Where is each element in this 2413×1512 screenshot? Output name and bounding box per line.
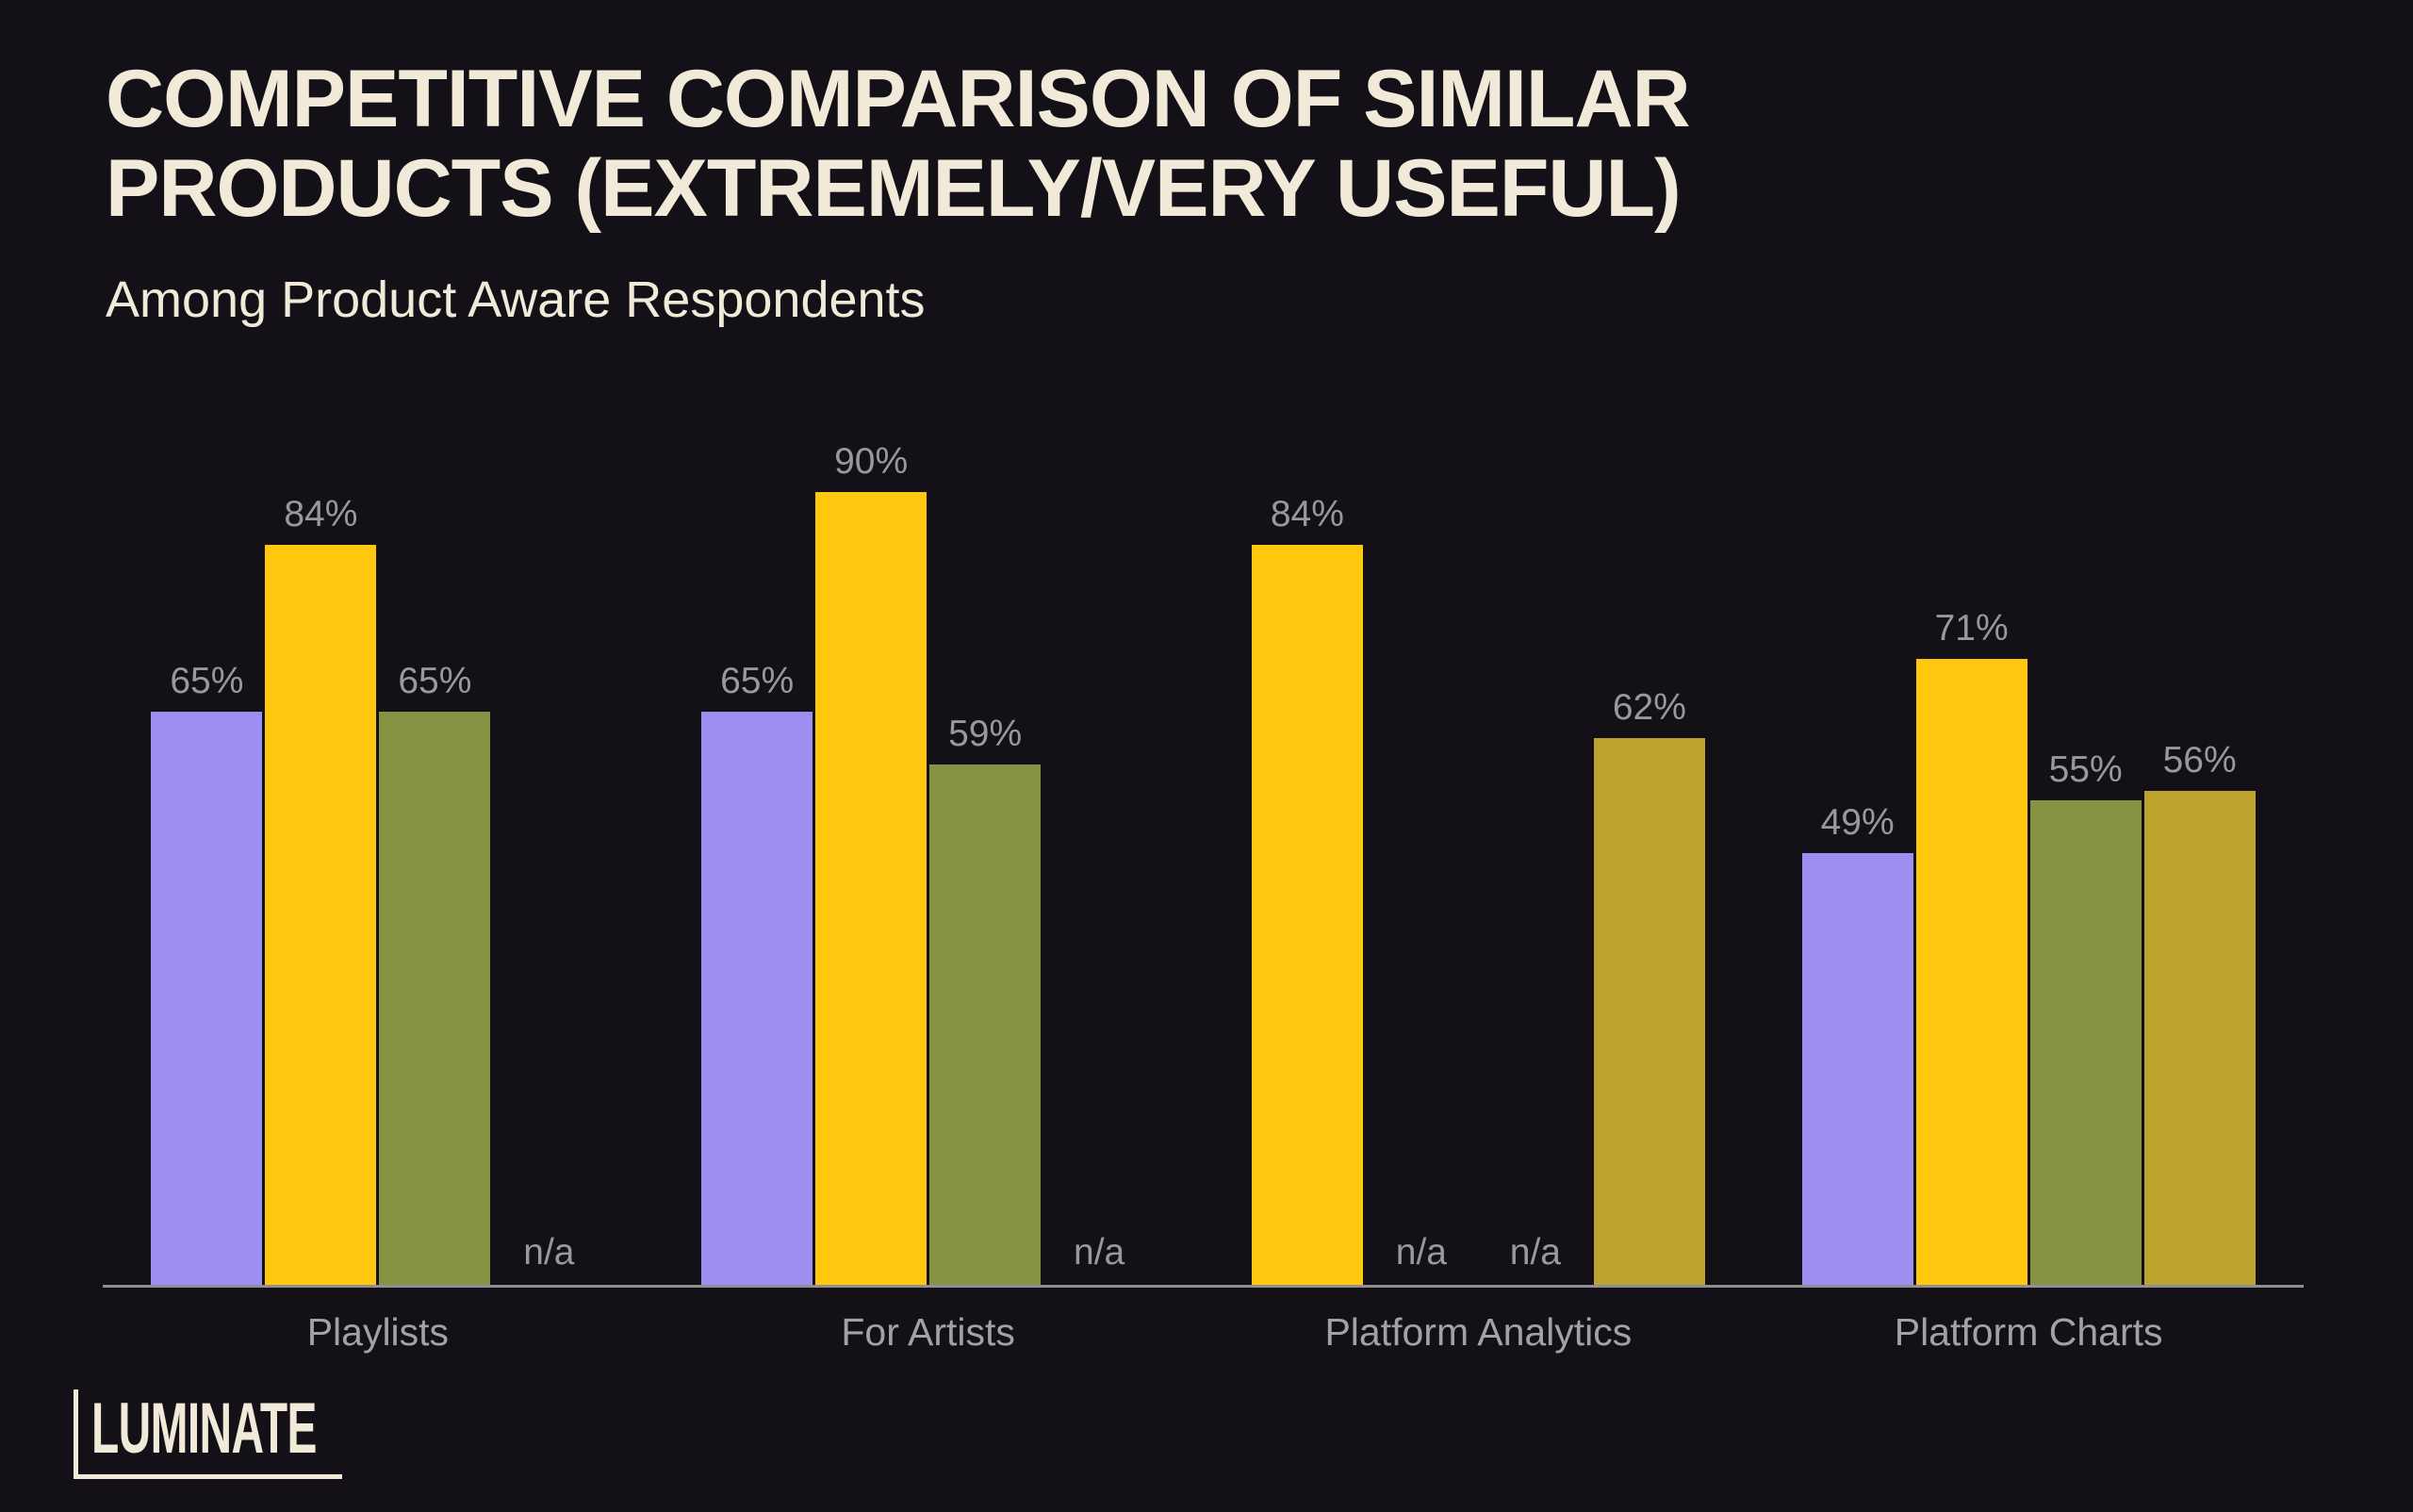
bar-value-label: 59% bbox=[948, 714, 1023, 755]
bar-chart: 65% 84% 65% n/a 65% 90% 59% n/a 84% n/a n/a 62% 49% 7… bbox=[103, 399, 2304, 1355]
bar-yellow bbox=[815, 491, 927, 1285]
bar-group-playlists: 65% 84% 65% n/a bbox=[103, 399, 653, 1285]
bar-slot: n/a bbox=[1043, 1232, 1155, 1285]
bar-slot: 59% bbox=[929, 714, 1042, 1285]
bar-slot: 65% bbox=[151, 661, 263, 1285]
bar-group-platform-charts: 49% 71% 55% 56% bbox=[1753, 399, 2304, 1285]
bar-value-label: 65% bbox=[170, 661, 244, 702]
category-label-playlists: Playlists bbox=[306, 1310, 450, 1354]
bar-slot: 84% bbox=[265, 493, 377, 1285]
na-label: n/a bbox=[523, 1232, 575, 1273]
bar-yellow bbox=[1915, 659, 2027, 1285]
bar-yellow bbox=[265, 544, 377, 1285]
bar-slot: 55% bbox=[2029, 748, 2142, 1285]
bar-group-for-artists: 65% 90% 59% n/a bbox=[653, 399, 1204, 1285]
bar-slot: n/a bbox=[493, 1232, 604, 1285]
luminate-logo-text: LUMINATE bbox=[91, 1389, 317, 1469]
plot-area: 65% 84% 65% n/a 65% 90% 59% n/a 84% n/a n/a 62% 49% 7… bbox=[103, 399, 2304, 1285]
bar-value-label: 62% bbox=[1612, 687, 1686, 729]
bar-value-label: 84% bbox=[1270, 493, 1344, 534]
chart-title: COMPETITIVE COMPARISON OF SIMILAR PRODUC… bbox=[106, 54, 1691, 234]
bar-purple bbox=[701, 712, 813, 1285]
bar-value-label: 56% bbox=[2162, 740, 2237, 781]
bar-value-label: 55% bbox=[2048, 748, 2123, 790]
bar-slot: 49% bbox=[1801, 801, 1913, 1285]
x-axis-line bbox=[103, 1285, 2304, 1288]
bar-value-label: 49% bbox=[1820, 801, 1895, 843]
bar-mustard bbox=[2143, 791, 2256, 1285]
bar-slot: 90% bbox=[815, 440, 927, 1285]
bar-slot: 56% bbox=[2143, 740, 2256, 1285]
bar-value-label: 65% bbox=[720, 661, 795, 702]
bar-value-label: 65% bbox=[398, 661, 472, 702]
bar-slot: n/a bbox=[1366, 1232, 1477, 1285]
na-label: n/a bbox=[1509, 1232, 1561, 1273]
bar-slot: 65% bbox=[379, 661, 491, 1285]
bar-yellow bbox=[1251, 544, 1363, 1285]
category-label-platform-analytics: Platform Analytics bbox=[1324, 1310, 1633, 1354]
bar-olive bbox=[2029, 799, 2142, 1285]
bar-slot: n/a bbox=[1480, 1232, 1591, 1285]
luminate-logo: LUMINATE bbox=[74, 1389, 342, 1479]
category-label-for-artists: For Artists bbox=[841, 1310, 1015, 1354]
bar-olive bbox=[929, 764, 1042, 1285]
bar-slot: 84% bbox=[1251, 493, 1363, 1285]
category-axis-labels: Playlists For Artists Platform Analytics Pl… bbox=[103, 1288, 2304, 1355]
bar-value-label: 71% bbox=[1934, 608, 2009, 649]
bar-value-label: 84% bbox=[284, 493, 358, 534]
bar-slot: 65% bbox=[701, 661, 813, 1285]
bar-value-label: 90% bbox=[834, 440, 909, 482]
bar-slot: 62% bbox=[1593, 687, 1705, 1285]
bar-mustard bbox=[1593, 738, 1705, 1285]
bar-purple bbox=[151, 712, 263, 1285]
na-label: n/a bbox=[1395, 1232, 1447, 1273]
category-label-platform-charts: Platform Charts bbox=[1894, 1310, 2163, 1354]
bar-olive bbox=[379, 712, 491, 1285]
na-label: n/a bbox=[1074, 1232, 1125, 1273]
bar-group-platform-analytics: 84% n/a n/a 62% bbox=[1204, 399, 1754, 1285]
chart-subtitle: Among Product Aware Respondents bbox=[106, 271, 926, 328]
bar-purple bbox=[1801, 852, 1913, 1285]
bar-slot: 71% bbox=[1915, 608, 2027, 1285]
